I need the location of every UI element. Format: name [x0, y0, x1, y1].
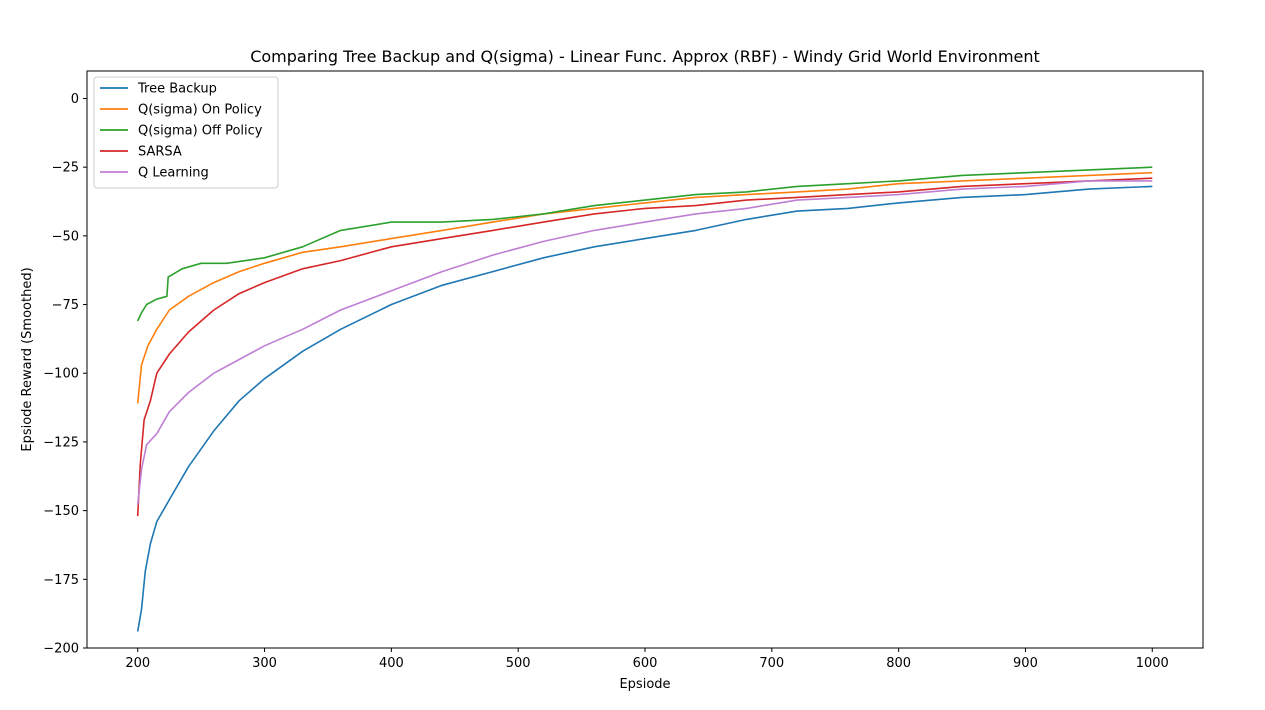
legend-entry-label: SARSA — [138, 145, 182, 160]
x-tick-label: 300 — [252, 656, 277, 671]
y-tick-label: −200 — [43, 642, 79, 657]
x-tick-label: 600 — [633, 656, 658, 671]
x-axis-label: Epsiode — [619, 677, 670, 692]
x-tick-label: 800 — [886, 656, 911, 671]
series-line-tree-backup — [136, 185, 1153, 632]
y-axis-label: Epsiode Reward (Smoothed) — [20, 267, 35, 451]
x-tick-label: 700 — [759, 656, 784, 671]
x-tick-label: 500 — [506, 656, 531, 671]
y-tick-label: −175 — [43, 573, 79, 588]
y-axis-ticks: 0 −25 −50 −75 −100 −125 −150 −175 −200 — [43, 92, 87, 657]
x-axis-ticks: 200 300 400 500 600 700 800 900 1000 — [125, 648, 1169, 671]
y-tick-label: −50 — [52, 229, 79, 244]
x-tick-label: 900 — [1013, 656, 1038, 671]
y-tick-label: −75 — [52, 298, 79, 313]
legend-entry-label: Q Learning — [138, 166, 209, 181]
x-tick-label: 1000 — [1136, 656, 1169, 671]
y-tick-label: −25 — [52, 161, 79, 176]
legend-entry-label: Q(sigma) On Policy — [138, 103, 262, 118]
legend: Tree Backup Q(sigma) On Policy Q(sigma) Of… — [93, 76, 279, 189]
y-tick-label: −150 — [43, 504, 79, 519]
legend-box — [93, 76, 279, 189]
series-line-sarsa — [136, 177, 1153, 517]
series-lines — [136, 166, 1153, 632]
x-tick-label: 200 — [125, 656, 150, 671]
chart-title: Comparing Tree Backup and Q(sigma) - Lin… — [250, 47, 1040, 66]
series-line-q-learning — [136, 180, 1153, 506]
legend-entry-label: Q(sigma) Off Policy — [138, 124, 263, 139]
y-tick-label: −100 — [43, 367, 79, 382]
legend-entry-label: Tree Backup — [137, 82, 217, 97]
y-tick-label: 0 — [71, 92, 79, 107]
y-tick-label: −125 — [43, 435, 79, 450]
series-line-q-sigma-on-policy — [136, 171, 1153, 404]
x-tick-label: 400 — [379, 656, 404, 671]
series-line-q-sigma-off-policy — [136, 166, 1153, 322]
